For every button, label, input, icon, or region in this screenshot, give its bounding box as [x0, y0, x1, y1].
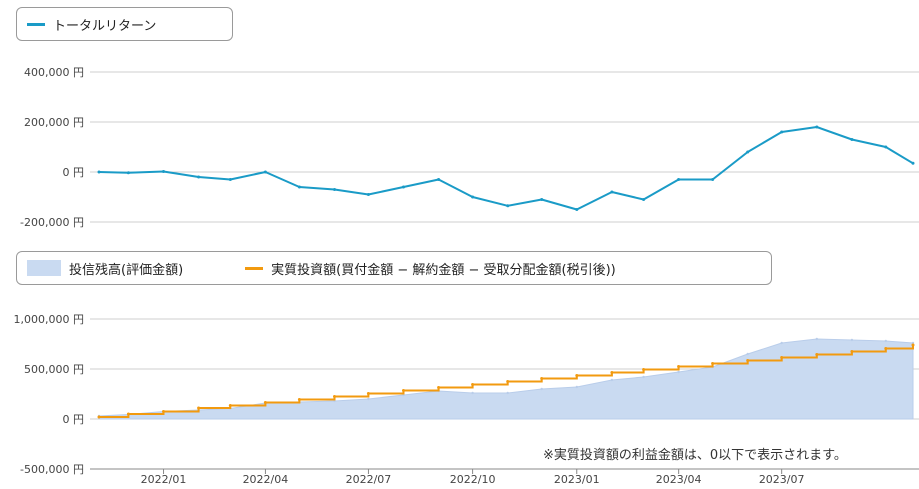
- investment-point: [263, 401, 267, 404]
- legend-label-total-return: トータルリターン: [53, 18, 157, 34]
- balance-point: [780, 341, 783, 345]
- total-return-point: [437, 178, 441, 181]
- investment-point: [162, 410, 165, 413]
- investment-point: [711, 362, 715, 365]
- total-return-point: [97, 170, 101, 174]
- total-return-point: [366, 193, 370, 196]
- legend-item-balance[interactable]: 投信残高(評価金額): [27, 259, 183, 278]
- investment-point: [815, 353, 819, 356]
- investment-point: [911, 343, 915, 347]
- total-return-point: [911, 161, 915, 165]
- investment-point: [506, 380, 510, 383]
- investment-point: [297, 398, 301, 401]
- investment-point: [746, 359, 750, 362]
- total-return-point: [126, 171, 130, 175]
- total-return-point: [884, 145, 888, 149]
- total-return-point: [333, 188, 336, 191]
- balance-point: [884, 339, 887, 343]
- balance-point: [815, 337, 818, 341]
- investment-point: [126, 412, 130, 416]
- legend-swatch-balance: [27, 260, 61, 276]
- investment-point: [780, 356, 784, 359]
- total-return-point: [471, 195, 475, 199]
- investment-point: [97, 415, 101, 419]
- investment-point: [850, 350, 854, 353]
- total-return-point: [642, 198, 646, 201]
- total-return-point: [711, 178, 715, 181]
- investment-point: [540, 377, 544, 380]
- total-return-point: [297, 185, 301, 189]
- investment-point: [437, 386, 441, 389]
- total-return-point: [540, 198, 544, 201]
- investment-point: [884, 347, 888, 350]
- x-tick-label: 2022/07: [346, 473, 392, 486]
- total-return-point: [677, 178, 681, 181]
- legend-label-balance: 投信残高(評価金額): [69, 262, 184, 278]
- investment-point: [642, 368, 646, 371]
- x-tick-label: 2022/04: [243, 473, 289, 486]
- legend-top: トータルリターン: [16, 7, 233, 41]
- legend-item-investment[interactable]: 実質投資額(買付金額 − 解約金額 − 受取分配金額(税引後)): [245, 259, 616, 278]
- total-return-point: [402, 185, 405, 189]
- bottom-ytick-label: 0 円: [63, 413, 85, 426]
- total-return-point: [780, 130, 784, 134]
- balance-point: [471, 391, 474, 395]
- balance-point: [850, 338, 854, 342]
- investment-point: [228, 404, 232, 407]
- total-return-point: [506, 204, 510, 208]
- x-tick-label: 2022/10: [450, 473, 496, 486]
- investment-point: [402, 389, 405, 392]
- total-return-point: [746, 150, 750, 154]
- legend-item-total-return[interactable]: トータルリターン: [27, 15, 156, 34]
- legend-swatch-investment: [245, 266, 264, 270]
- total-return-point: [197, 175, 201, 179]
- x-tick-label: 2023/07: [759, 473, 805, 486]
- balance-point: [367, 397, 370, 401]
- legend-label-investment: 実質投資額(買付金額 − 解約金額 − 受取分配金額(税引後)): [271, 262, 616, 278]
- legend-bottom: 投信残高(評価金額) 実質投資額(買付金額 − 解約金額 − 受取分配金額(税引…: [16, 251, 772, 285]
- balance-point: [610, 378, 614, 382]
- total-return-point: [850, 138, 854, 141]
- balance-point: [540, 387, 543, 391]
- total-return-point: [162, 170, 165, 173]
- top-ytick-label: 200,000 円: [24, 116, 84, 129]
- investment-point: [333, 395, 336, 398]
- balance-point: [677, 370, 680, 374]
- total-return-point: [263, 170, 267, 174]
- total-return-point: [575, 208, 579, 211]
- investment-point: [677, 365, 681, 368]
- profit-note: ※実質投資額の利益金額は、0以下で表示されます。: [543, 448, 847, 463]
- investment-point: [471, 383, 475, 386]
- x-tick-label: 2022/01: [141, 473, 187, 486]
- bottom-ytick-label: 500,000 円: [24, 363, 84, 376]
- investment-point: [575, 374, 579, 377]
- x-tick-label: 2023/04: [656, 473, 702, 486]
- bottom-ytick-label: -500,000 円: [20, 463, 84, 476]
- bottom-ytick-label: 1,000,000 円: [14, 313, 84, 326]
- top-ytick-label: 400,000 円: [24, 66, 84, 79]
- investment-point: [610, 371, 614, 374]
- total-return-line: [98, 126, 914, 211]
- total-return-point: [228, 178, 232, 181]
- top-ytick-label: 0 円: [63, 166, 85, 179]
- investment-point: [197, 406, 201, 410]
- balance-point: [506, 391, 509, 395]
- balance-point: [911, 341, 915, 345]
- investment-point: [366, 392, 370, 395]
- balance-point: [642, 375, 645, 379]
- balance-point: [746, 352, 749, 356]
- top-ytick-label: -200,000 円: [20, 216, 84, 229]
- legend-swatch-total-return: [27, 22, 45, 26]
- balance-point: [575, 385, 578, 389]
- total-return-point: [610, 190, 614, 194]
- balance-area: [98, 338, 914, 420]
- x-tick-label: 2023/01: [554, 473, 600, 486]
- total-return-point: [815, 125, 819, 129]
